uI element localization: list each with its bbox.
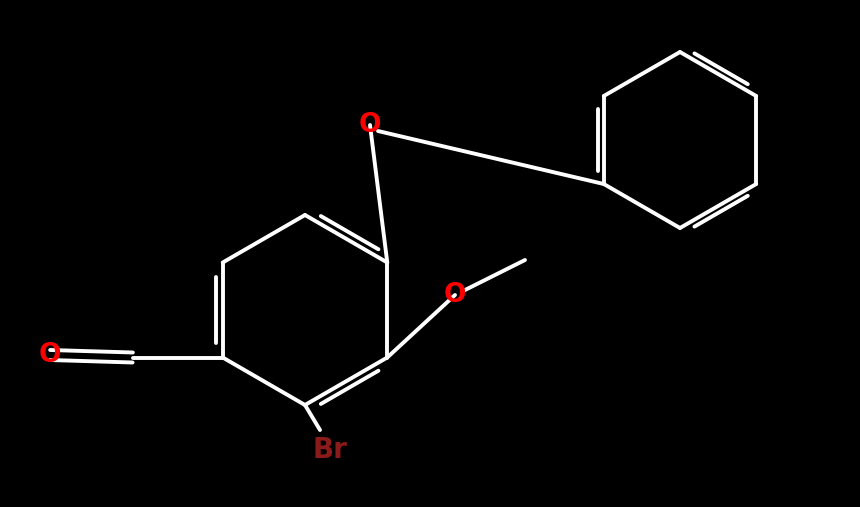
Text: O: O — [359, 112, 381, 138]
Text: Br: Br — [312, 436, 347, 464]
Text: O: O — [444, 282, 466, 308]
Text: O: O — [39, 342, 61, 368]
